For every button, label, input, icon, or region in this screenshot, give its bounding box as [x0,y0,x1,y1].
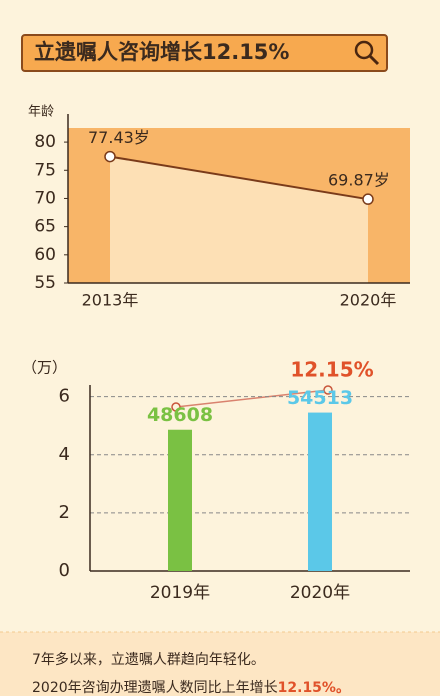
point [362,193,374,205]
x-tick-label: 2019年 [150,583,210,603]
point [104,150,116,163]
x-tick-label: 2020年 [290,583,350,603]
trend-decoration [175,389,329,408]
x-tick-label: 2020年 [340,291,397,310]
footer-line: 2020年咨询办理遗嘱人数同比上年增长12.15%。 [32,680,350,696]
bar [168,429,192,571]
trend-dot [171,402,181,412]
y-tick-label: 6 [59,386,70,407]
y-tick-label: 4 [59,444,70,465]
footer-box [0,632,440,696]
y-tick-label: 80 [34,132,56,152]
y-tick-label: 75 [34,160,56,180]
y-tick-label: 65 [34,217,56,237]
value-label: 54513 [287,387,353,409]
y-tick-label: 60 [34,245,56,265]
footer-highlight: 12.15%。 [278,680,350,696]
annotation: 12.15% [290,358,373,382]
y-axis-label: （万） [22,359,67,377]
trend-dot [323,385,333,395]
search-icon [354,40,380,66]
title: 立遗嘱人咨询增长12.15% [34,40,289,64]
y-tick-label: 2 [59,502,70,523]
bar [308,412,332,571]
consult-chart: （万） 0 2 4 6 48608 2019年 54513 2020年 12.15% [22,358,410,603]
footer-line: 7年多以来，立遗嘱人群趋向年轻化。 [32,651,265,668]
y-tick-label: 55 [34,273,56,293]
title-banner [21,34,388,72]
value-label: 77.43岁 [88,128,150,147]
area [110,156,368,283]
value-label: 48608 [147,404,213,426]
y-axis-label: 年龄 [28,105,54,120]
age-chart: 年龄 55 60 65 70 75 80 77.43岁 2013年 69.87岁 2020年 [28,105,410,310]
y-tick-label: 0 [59,560,70,581]
x-tick-label: 2013年 [82,291,139,310]
footer-text: 2020年咨询办理遗嘱人数同比上年增长 [32,680,278,696]
line [109,155,369,201]
value-label: 69.87岁 [328,171,390,190]
y-tick-label: 70 [34,188,56,208]
